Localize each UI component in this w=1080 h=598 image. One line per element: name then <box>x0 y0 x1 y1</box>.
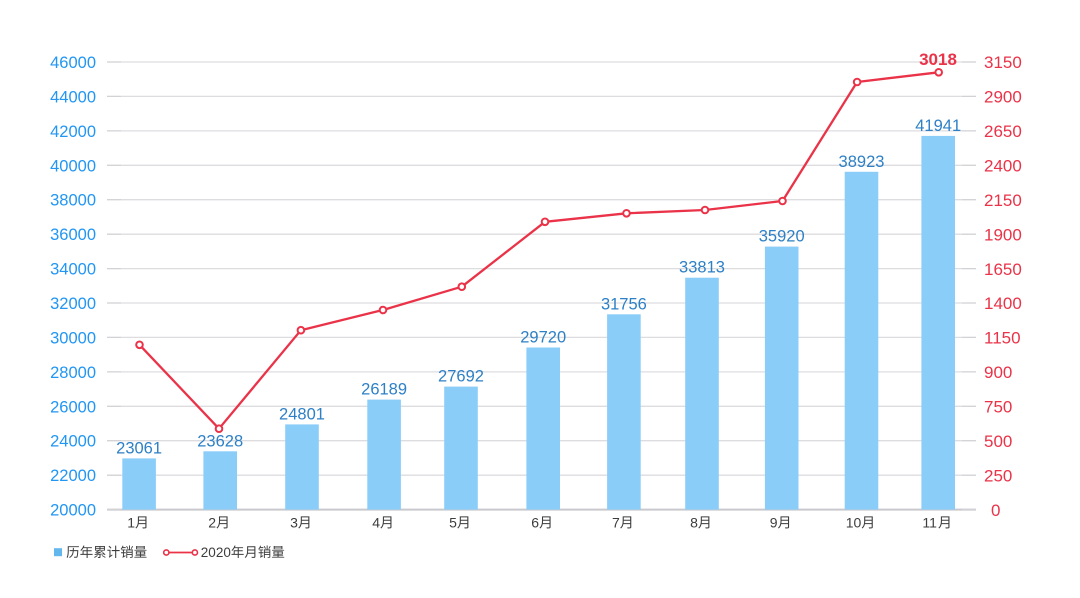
svg-text:2020: 2020 <box>201 545 231 560</box>
svg-text:38923: 38923 <box>839 153 885 171</box>
svg-text:24801: 24801 <box>279 405 325 423</box>
svg-text:11: 11 <box>922 514 937 530</box>
svg-text:40000: 40000 <box>50 157 96 175</box>
svg-text:750: 750 <box>984 398 1012 417</box>
svg-text:500: 500 <box>984 432 1012 451</box>
svg-text:22000: 22000 <box>50 467 96 485</box>
svg-text:24000: 24000 <box>50 433 96 451</box>
svg-text:5: 5 <box>449 514 457 530</box>
svg-text:38000: 38000 <box>50 192 96 210</box>
svg-text:7: 7 <box>612 514 620 530</box>
svg-text:23061: 23061 <box>116 439 162 457</box>
svg-text:36000: 36000 <box>50 226 96 244</box>
svg-text:2: 2 <box>208 514 216 530</box>
svg-text:44000: 44000 <box>50 88 96 106</box>
svg-text:2150: 2150 <box>984 191 1022 210</box>
svg-text:34000: 34000 <box>50 261 96 279</box>
svg-text:30000: 30000 <box>50 329 96 347</box>
svg-text:20000: 20000 <box>50 502 96 520</box>
svg-text:33813: 33813 <box>679 259 725 277</box>
svg-text:8: 8 <box>690 514 698 530</box>
svg-text:2900: 2900 <box>984 88 1022 107</box>
svg-text:29720: 29720 <box>520 329 566 347</box>
svg-text:26189: 26189 <box>361 381 407 399</box>
svg-text:1900: 1900 <box>984 225 1022 244</box>
svg-text:1: 1 <box>127 514 135 530</box>
svg-text:31756: 31756 <box>601 295 647 313</box>
svg-text:6: 6 <box>531 514 539 530</box>
svg-text:1400: 1400 <box>984 294 1022 313</box>
svg-text:250: 250 <box>984 466 1012 485</box>
svg-text:42000: 42000 <box>50 123 96 141</box>
svg-text:28000: 28000 <box>50 364 96 382</box>
svg-text:26000: 26000 <box>50 398 96 416</box>
svg-text:3018: 3018 <box>919 50 957 69</box>
svg-text:2650: 2650 <box>984 122 1022 141</box>
svg-text:27692: 27692 <box>438 368 484 386</box>
svg-text:1650: 1650 <box>984 260 1022 279</box>
svg-text:1150: 1150 <box>984 329 1021 348</box>
svg-text:23628: 23628 <box>197 432 243 450</box>
svg-text:0: 0 <box>991 501 1000 520</box>
svg-text:46000: 46000 <box>50 54 96 72</box>
svg-text:3150: 3150 <box>984 53 1022 72</box>
svg-text:4: 4 <box>372 514 380 530</box>
svg-text:2400: 2400 <box>984 157 1022 176</box>
svg-text:900: 900 <box>984 363 1012 382</box>
svg-text:9: 9 <box>770 514 778 530</box>
svg-text:32000: 32000 <box>50 295 96 313</box>
svg-text:35920: 35920 <box>759 228 805 246</box>
svg-text:3: 3 <box>290 514 298 530</box>
svg-text:41941: 41941 <box>915 117 961 135</box>
svg-text:10: 10 <box>846 514 862 530</box>
